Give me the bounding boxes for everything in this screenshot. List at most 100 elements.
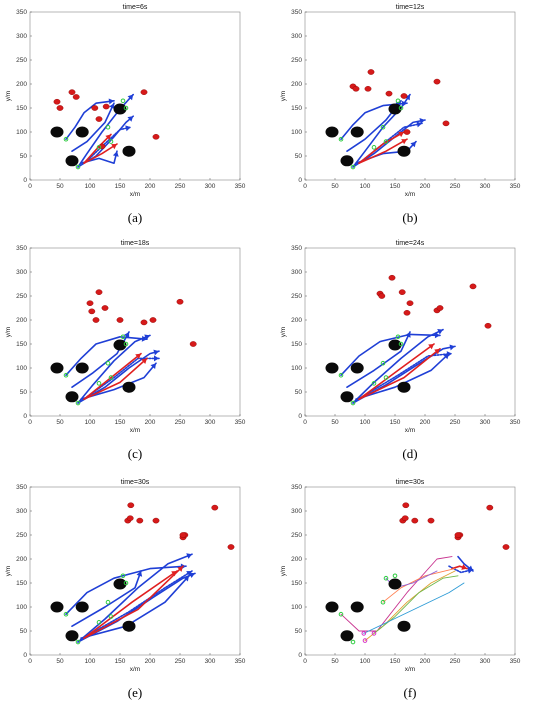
trajectory-line	[358, 138, 408, 164]
obstacle-marker	[50, 362, 64, 374]
plot-frame	[29, 486, 241, 656]
panel-title: time=12s	[396, 4, 425, 11]
start-marker	[96, 145, 102, 150]
y-tick-label: 300	[16, 33, 27, 40]
y-tick-label: 350	[291, 9, 302, 16]
start-marker	[371, 145, 377, 150]
target-marker	[398, 289, 406, 295]
target-marker	[88, 308, 96, 315]
panel-caption: (d)	[402, 446, 417, 461]
target-marker	[149, 317, 157, 323]
x-tick-label: 100	[85, 183, 96, 190]
obstacle-marker	[350, 362, 364, 374]
x-tick-label: 350	[235, 183, 246, 190]
y-tick-label: 250	[291, 293, 302, 300]
y-tick-label: 150	[16, 105, 27, 112]
trajectory-line	[83, 143, 118, 164]
x-tick-label: 0	[303, 183, 307, 190]
y-tick-label: 50	[295, 628, 303, 635]
trajectory-line	[382, 568, 456, 603]
obstacle-marker	[340, 391, 354, 403]
target-marker	[406, 300, 414, 307]
x-tick-label: 100	[85, 658, 96, 665]
target-marker	[92, 317, 100, 323]
target-marker	[95, 116, 103, 122]
target-marker	[403, 309, 411, 316]
target-marker	[136, 517, 144, 524]
trajectory-line	[86, 126, 132, 162]
x-axis-label: x/m	[405, 666, 415, 673]
x-tick-label: 250	[175, 419, 186, 426]
trajectory-line	[83, 352, 142, 401]
trajectory-line	[361, 352, 453, 398]
y-tick-label: 200	[16, 81, 27, 88]
trajectory-arrowhead	[150, 363, 156, 369]
y-tick-label: 350	[16, 245, 27, 252]
trajectory-arrowhead	[123, 332, 130, 338]
target-marker	[176, 298, 184, 305]
y-tick-label: 150	[16, 341, 27, 348]
trajectory-line	[346, 331, 411, 389]
start-marker	[75, 400, 81, 406]
obstacle-marker	[325, 601, 339, 613]
trajectory-line	[358, 131, 405, 164]
trajectory-line	[80, 574, 190, 640]
trajectory-line	[77, 350, 160, 404]
panel-title: time=30s	[396, 479, 425, 486]
target-marker	[385, 90, 393, 97]
target-marker	[433, 78, 441, 85]
target-marker	[364, 86, 372, 92]
x-tick-label: 350	[510, 183, 521, 190]
obstacle-marker	[75, 601, 89, 613]
panel-d: 0 50 100 150 200 250 300 350 0 50 100 150 200 250 300 3…	[280, 240, 521, 461]
trajectory-arrowhead	[405, 332, 411, 338]
obstacle-marker	[113, 103, 127, 115]
obstacle-marker	[75, 362, 89, 374]
start-marker	[383, 139, 389, 144]
start-marker	[371, 631, 377, 636]
start-marker	[105, 124, 111, 130]
start-marker	[395, 334, 401, 340]
trajectory-arrowhead	[443, 353, 449, 360]
obstacle-marker	[340, 630, 354, 642]
plot-frame	[29, 247, 241, 417]
y-tick-label: 200	[16, 317, 27, 324]
target-marker	[56, 105, 64, 111]
y-tick-label: 0	[23, 652, 27, 659]
start-marker	[338, 611, 344, 617]
start-marker	[63, 611, 69, 617]
start-marker	[395, 98, 401, 104]
start-marker	[108, 139, 114, 144]
obstacle-marker	[122, 381, 136, 393]
trajectory-arrowhead	[434, 348, 440, 355]
x-tick-label: 250	[450, 658, 461, 665]
x-tick-label: 250	[175, 183, 186, 190]
y-tick-label: 250	[291, 57, 302, 64]
panel-title: time=6s	[123, 4, 148, 11]
target-marker	[101, 305, 109, 311]
x-tick-label: 250	[450, 183, 461, 190]
y-axis-label: y/m	[280, 327, 287, 337]
target-marker	[126, 515, 134, 522]
trajectory-arrowhead	[419, 118, 425, 124]
x-tick-label: 50	[331, 419, 339, 426]
start-marker	[96, 381, 102, 386]
trajectory-arrowhead	[467, 567, 473, 574]
x-tick-label: 150	[115, 183, 126, 190]
target-marker	[189, 341, 197, 347]
start-marker	[96, 620, 102, 625]
target-marker	[378, 293, 386, 299]
y-tick-label: 150	[291, 341, 302, 348]
trajectory-arrowhead	[154, 355, 159, 362]
start-marker	[63, 136, 69, 142]
x-tick-label: 50	[331, 183, 339, 190]
target-marker	[486, 504, 494, 511]
start-marker	[123, 580, 129, 586]
x-tick-label: 350	[510, 419, 521, 426]
start-marker	[383, 575, 389, 581]
x-tick-label: 300	[480, 183, 491, 190]
y-tick-label: 50	[20, 153, 28, 160]
trajectory-line	[83, 565, 184, 640]
obstacle-marker	[325, 126, 339, 138]
obstacle-marker	[388, 578, 402, 590]
